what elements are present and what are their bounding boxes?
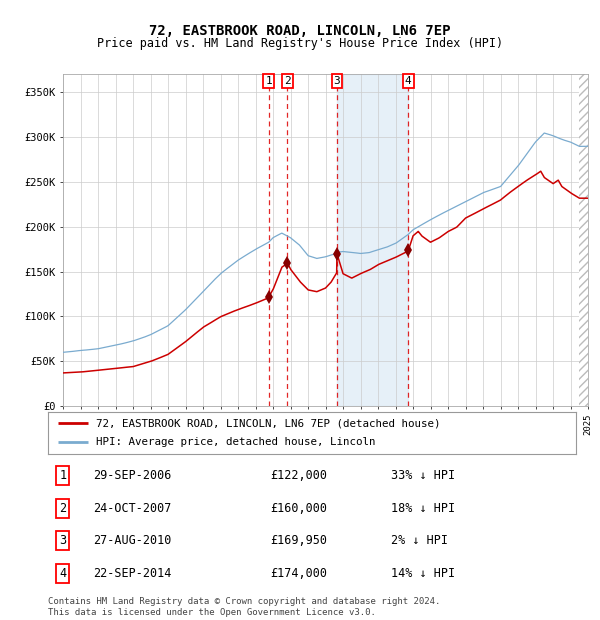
Text: 72, EASTBROOK ROAD, LINCOLN, LN6 7EP (detached house): 72, EASTBROOK ROAD, LINCOLN, LN6 7EP (de…	[95, 418, 440, 428]
Text: 1: 1	[265, 76, 272, 86]
Text: 27-AUG-2010: 27-AUG-2010	[93, 534, 171, 547]
Bar	[579, 74, 588, 406]
Text: 22-SEP-2014: 22-SEP-2014	[93, 567, 171, 580]
Text: 4: 4	[405, 76, 412, 86]
Text: 24-OCT-2007: 24-OCT-2007	[93, 502, 171, 515]
Text: 18% ↓ HPI: 18% ↓ HPI	[391, 502, 455, 515]
Text: 29-SEP-2006: 29-SEP-2006	[93, 469, 171, 482]
Text: 14% ↓ HPI: 14% ↓ HPI	[391, 567, 455, 580]
Text: £160,000: £160,000	[270, 502, 327, 515]
Text: HPI: Average price, detached house, Lincoln: HPI: Average price, detached house, Linc…	[95, 438, 375, 448]
Text: 3: 3	[59, 534, 67, 547]
Text: 33% ↓ HPI: 33% ↓ HPI	[391, 469, 455, 482]
Text: 2: 2	[59, 502, 67, 515]
Text: 2% ↓ HPI: 2% ↓ HPI	[391, 534, 448, 547]
Text: 4: 4	[59, 567, 67, 580]
Text: 1: 1	[59, 469, 67, 482]
Text: 3: 3	[334, 76, 340, 86]
Text: Contains HM Land Registry data © Crown copyright and database right 2024.
This d: Contains HM Land Registry data © Crown c…	[48, 598, 440, 617]
Text: 72, EASTBROOK ROAD, LINCOLN, LN6 7EP: 72, EASTBROOK ROAD, LINCOLN, LN6 7EP	[149, 24, 451, 38]
Text: £122,000: £122,000	[270, 469, 327, 482]
Text: 2: 2	[284, 76, 290, 86]
Text: £174,000: £174,000	[270, 567, 327, 580]
Bar	[337, 74, 408, 406]
Text: Price paid vs. HM Land Registry's House Price Index (HPI): Price paid vs. HM Land Registry's House …	[97, 37, 503, 50]
Text: £169,950: £169,950	[270, 534, 327, 547]
Bar	[579, 74, 588, 406]
